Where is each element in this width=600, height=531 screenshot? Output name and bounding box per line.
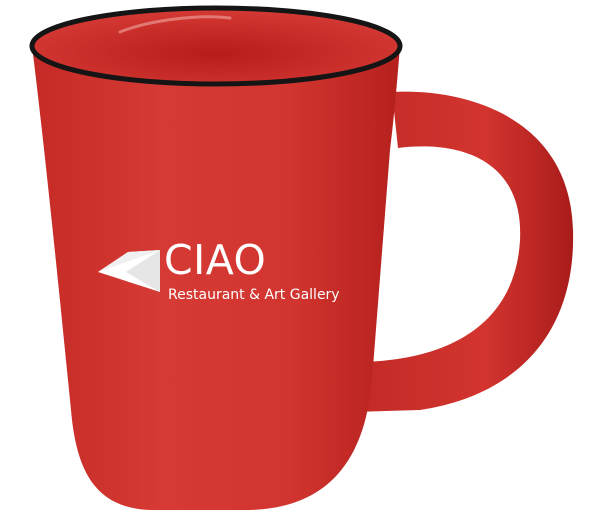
logo: CIAO Restaurant & Art Gallery (98, 240, 340, 314)
mug-interior (32, 8, 400, 84)
folded-triangle-icon (98, 250, 160, 292)
logo-title: CIAO (164, 236, 267, 284)
mug-handle (352, 91, 574, 413)
logo-tagline: Restaurant & Art Gallery (168, 287, 340, 303)
mug-body (32, 46, 400, 510)
mug-rim (29, 5, 403, 87)
